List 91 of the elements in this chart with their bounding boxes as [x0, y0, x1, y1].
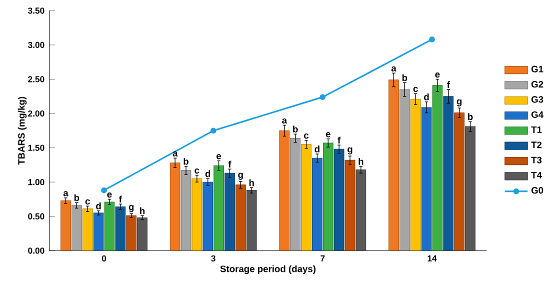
data-label: g	[128, 205, 134, 212]
data-label: f	[228, 160, 232, 168]
data-label: f	[119, 196, 122, 202]
data-label: e	[326, 132, 330, 138]
bar	[180, 170, 192, 251]
legend-label: T4	[531, 172, 542, 178]
data-label: d	[96, 202, 101, 210]
data-label: h	[358, 158, 364, 165]
x-tick-label: 7	[320, 255, 325, 262]
legend-label: T3	[531, 156, 542, 164]
y-tick-label: 0.50	[28, 213, 44, 220]
data-label: c	[304, 134, 309, 139]
x-tick-label: 3	[211, 255, 216, 262]
bar	[399, 89, 410, 251]
data-label: a	[172, 151, 178, 156]
data-label: e	[107, 192, 112, 198]
legend-label: G0	[531, 187, 544, 194]
bar	[60, 200, 71, 251]
bar	[421, 107, 432, 251]
bar	[322, 142, 334, 251]
point	[210, 128, 216, 134]
y-tick-label: 1.00	[28, 179, 44, 186]
bar	[356, 169, 366, 251]
data-label: b	[468, 113, 473, 120]
bar	[432, 85, 443, 251]
legend-label: G4	[531, 111, 544, 118]
data-label: d	[424, 93, 429, 100]
bar	[192, 178, 202, 251]
bar	[214, 165, 224, 251]
bar	[344, 160, 356, 251]
data-label: g	[348, 147, 352, 154]
data-label: c	[194, 168, 200, 174]
bar	[312, 158, 322, 251]
bar	[246, 190, 257, 251]
data-label: h	[249, 179, 254, 186]
legend-label: T2	[531, 142, 542, 148]
legend-label: T1	[531, 126, 542, 133]
point	[101, 187, 107, 194]
y-tick-label: 1.50	[28, 144, 44, 151]
bar	[279, 130, 290, 251]
data-label: e	[216, 154, 222, 160]
bar	[93, 212, 104, 251]
x-axis-title: Storage period (days)	[220, 265, 316, 274]
y-tick-label: 3.00	[28, 42, 44, 48]
data-label: a	[63, 191, 68, 196]
y-tick-label: 2.50	[28, 76, 44, 82]
y-axis-title: TBARS (mg/kg)	[18, 96, 27, 165]
data-label: b	[184, 158, 188, 165]
data-label: c	[413, 86, 418, 92]
y-tick-label: 0.00	[28, 248, 44, 254]
legend-label: G3	[531, 96, 544, 103]
bar	[465, 126, 476, 251]
bar	[170, 162, 180, 251]
bar	[224, 172, 235, 251]
bar	[104, 202, 115, 251]
data-label: e	[435, 72, 440, 78]
bar	[137, 217, 148, 251]
bar	[410, 98, 421, 251]
point	[429, 36, 435, 42]
data-label: a	[391, 66, 396, 72]
data-label: d	[205, 170, 210, 178]
data-label: g	[238, 172, 243, 180]
bar	[443, 96, 454, 251]
bar	[115, 206, 126, 251]
point	[320, 94, 326, 100]
data-label: h	[140, 207, 145, 214]
legend-label: G2	[531, 80, 544, 88]
data-label: d	[314, 146, 320, 152]
bar	[71, 205, 82, 251]
bar	[334, 148, 344, 251]
bar	[82, 208, 93, 251]
bar	[290, 138, 301, 251]
data-label: b	[293, 126, 298, 132]
bar	[301, 144, 312, 251]
x-tick-label: 0	[102, 255, 106, 262]
bar	[202, 182, 214, 251]
y-tick-label: 2.00	[28, 110, 44, 117]
data-label: g	[456, 99, 462, 106]
bar	[126, 215, 137, 251]
data-label: f	[447, 81, 450, 88]
bar	[454, 112, 465, 251]
data-label: b	[402, 74, 408, 82]
legend-label: G1	[531, 66, 544, 72]
data-label: a	[282, 118, 288, 124]
data-label: f	[338, 136, 341, 144]
bar	[235, 184, 246, 251]
data-label: c	[85, 199, 90, 204]
data-label: b	[74, 194, 80, 202]
x-tick-label: 14	[428, 255, 437, 262]
y-tick-label: 3.50	[28, 8, 44, 14]
bar	[388, 80, 399, 251]
